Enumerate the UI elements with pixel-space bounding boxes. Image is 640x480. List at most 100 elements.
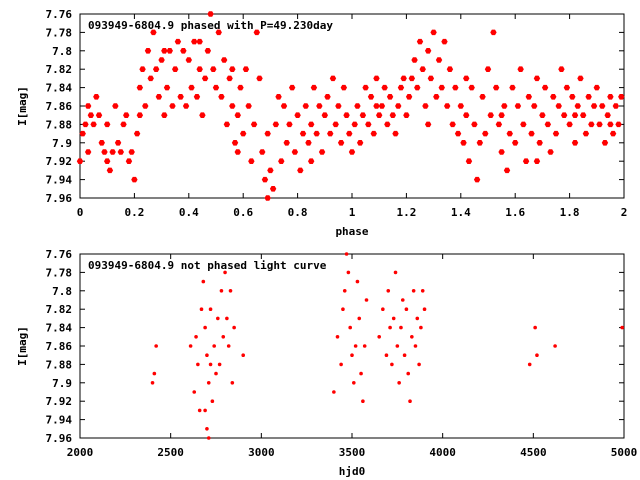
data-point (574, 103, 581, 109)
data-point (344, 252, 349, 256)
data-point (422, 103, 429, 109)
data-point (318, 149, 326, 155)
data-point (346, 130, 353, 137)
data-point (272, 121, 280, 128)
data-point (204, 48, 212, 54)
data-point (348, 325, 352, 330)
data-point (299, 130, 307, 137)
data-point (191, 38, 198, 45)
data-point (457, 103, 464, 109)
data-point (362, 84, 369, 91)
data-point (223, 270, 227, 275)
data-point (365, 121, 372, 128)
data-point (340, 84, 348, 91)
data-point (533, 158, 541, 164)
data-point (452, 84, 459, 91)
data-point (161, 48, 168, 54)
data-point (203, 408, 207, 413)
data-point (402, 353, 407, 358)
data-point (476, 140, 484, 146)
data-point (196, 38, 203, 45)
data-point (553, 344, 557, 348)
data-point (533, 325, 537, 330)
data-point (316, 103, 323, 109)
data-point (242, 66, 250, 72)
data-point (362, 344, 367, 348)
data-point (84, 149, 92, 155)
y-tick-label: 7.84 (46, 322, 73, 335)
data-point (206, 381, 211, 385)
unphased-light-curve-chart: 093949-6804.9 not phased light curve hjd… (16, 248, 637, 478)
data-point (563, 84, 571, 91)
x-tick-label: 0.6 (233, 206, 253, 219)
data-point (237, 84, 244, 91)
data-point (188, 344, 193, 348)
chart-frame (79, 13, 625, 199)
data-point (353, 344, 358, 348)
y-tick-label: 7.76 (46, 8, 73, 21)
y-tick-label: 7.88 (46, 358, 73, 371)
y-tick-label: 7.84 (46, 82, 73, 95)
data-point (199, 112, 206, 118)
data-point (136, 112, 144, 118)
y-tick-label: 7.76 (46, 248, 73, 261)
data-point (498, 149, 505, 155)
data-point (593, 84, 600, 91)
data-point (208, 362, 213, 367)
data-point (397, 84, 405, 91)
data-point (558, 66, 565, 72)
data-point (216, 316, 220, 321)
y-tick-label: 7.82 (46, 63, 73, 76)
y-tick-label: 7.92 (46, 155, 73, 168)
x-tick-label: 5000 (611, 446, 638, 459)
data-point (163, 84, 171, 91)
data-point (424, 121, 432, 128)
y-tick-label: 7.88 (46, 118, 73, 131)
data-point (620, 325, 624, 330)
x-tick-label: 1.6 (505, 206, 525, 219)
data-point (188, 84, 195, 91)
data-point (612, 103, 620, 109)
y-tick-label: 7.86 (46, 340, 73, 353)
y-tick-label: 7.94 (46, 414, 73, 427)
data-point (234, 112, 241, 118)
data-point (471, 121, 478, 128)
data-point (207, 11, 214, 17)
data-point (522, 158, 530, 164)
data-point (403, 112, 410, 118)
y-tick-label: 7.82 (46, 303, 73, 316)
data-point (406, 371, 411, 376)
data-point (139, 66, 146, 72)
data-point (517, 66, 524, 72)
data-point (535, 353, 539, 358)
data-point (370, 130, 377, 137)
data-point (229, 66, 236, 72)
data-point (520, 121, 527, 128)
data-point (420, 289, 425, 293)
data-point (310, 84, 318, 91)
data-point (280, 103, 288, 109)
data-point (405, 94, 413, 100)
data-point (98, 140, 105, 146)
data-point (152, 66, 160, 72)
data-point (422, 307, 427, 312)
data-point (580, 112, 587, 118)
data-point (577, 75, 584, 82)
data-point (468, 84, 475, 91)
data-point (220, 57, 228, 63)
data-point (359, 371, 363, 376)
y-tick-label: 7.8 (52, 45, 72, 58)
data-point (408, 399, 412, 404)
data-point (302, 103, 309, 109)
data-point (361, 399, 365, 404)
x-tick-label: 0.8 (288, 206, 308, 219)
data-point (351, 121, 358, 128)
data-point (392, 130, 399, 137)
data-point (417, 362, 421, 367)
data-point (430, 29, 437, 36)
data-point (607, 121, 614, 128)
data-point (76, 158, 84, 164)
data-point (112, 103, 119, 109)
data-point (259, 149, 266, 155)
data-point (435, 57, 443, 63)
